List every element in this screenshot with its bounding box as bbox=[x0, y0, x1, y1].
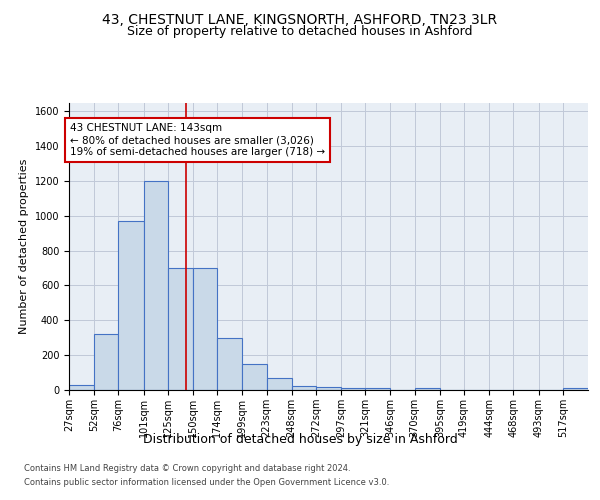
Text: Contains public sector information licensed under the Open Government Licence v3: Contains public sector information licen… bbox=[24, 478, 389, 487]
Text: Contains HM Land Registry data © Crown copyright and database right 2024.: Contains HM Land Registry data © Crown c… bbox=[24, 464, 350, 473]
Bar bbox=[217, 338, 242, 390]
Text: Distribution of detached houses by size in Ashford: Distribution of detached houses by size … bbox=[143, 432, 457, 446]
Bar bbox=[292, 386, 316, 390]
Bar bbox=[94, 334, 118, 390]
Bar bbox=[316, 388, 341, 390]
Text: Size of property relative to detached houses in Ashford: Size of property relative to detached ho… bbox=[127, 25, 473, 38]
Bar bbox=[193, 268, 217, 390]
Bar bbox=[118, 221, 143, 390]
Bar bbox=[563, 388, 588, 390]
Bar bbox=[415, 388, 440, 390]
Text: 43 CHESTNUT LANE: 143sqm
← 80% of detached houses are smaller (3,026)
19% of sem: 43 CHESTNUT LANE: 143sqm ← 80% of detach… bbox=[70, 124, 325, 156]
Y-axis label: Number of detached properties: Number of detached properties bbox=[19, 158, 29, 334]
Bar bbox=[69, 385, 94, 390]
Bar bbox=[365, 388, 391, 390]
Bar bbox=[168, 268, 193, 390]
Bar bbox=[266, 378, 292, 390]
Bar bbox=[143, 181, 168, 390]
Bar bbox=[242, 364, 266, 390]
Text: 43, CHESTNUT LANE, KINGSNORTH, ASHFORD, TN23 3LR: 43, CHESTNUT LANE, KINGSNORTH, ASHFORD, … bbox=[103, 12, 497, 26]
Bar bbox=[341, 388, 365, 390]
